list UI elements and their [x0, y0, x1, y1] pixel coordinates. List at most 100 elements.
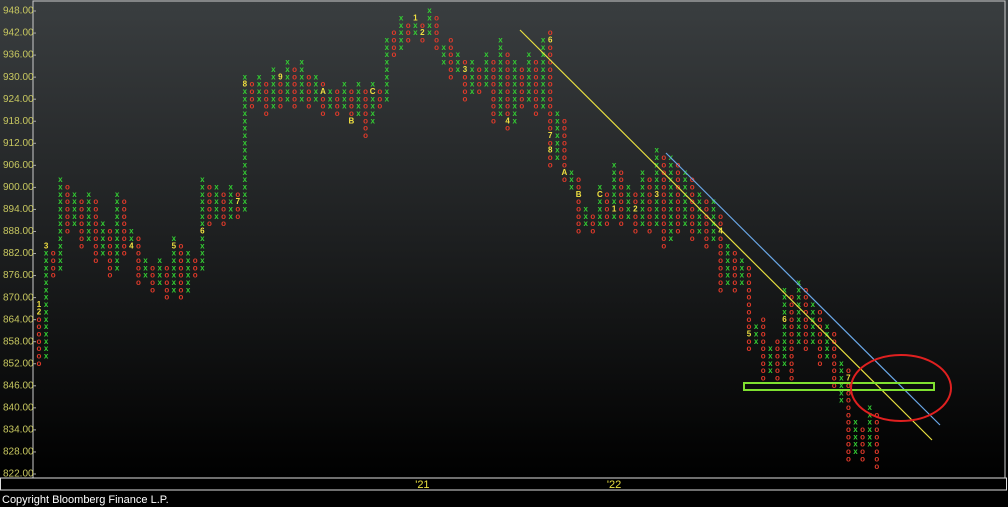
- box: x: [186, 271, 191, 280]
- box: x: [754, 337, 759, 346]
- box: o: [335, 102, 340, 111]
- box: o: [179, 241, 184, 250]
- box: o: [846, 403, 851, 412]
- box: x: [115, 227, 120, 236]
- box: x: [385, 87, 390, 96]
- box: x: [498, 94, 503, 103]
- box: o: [491, 116, 496, 125]
- box: o: [761, 344, 766, 353]
- y-tick-label: 900.00: [3, 182, 34, 193]
- box: x: [768, 366, 773, 375]
- box: x: [782, 337, 787, 346]
- y-tick-label: 852.00: [3, 358, 34, 369]
- box: o: [179, 285, 184, 294]
- box: o: [803, 315, 808, 324]
- box: x: [385, 43, 390, 52]
- box: x: [172, 256, 177, 265]
- box: o: [548, 80, 553, 89]
- box: o: [406, 36, 411, 45]
- column: xxx: [583, 205, 588, 229]
- box: o: [65, 212, 70, 221]
- box: x: [271, 102, 276, 111]
- box: o: [661, 168, 666, 177]
- box: x: [470, 58, 475, 67]
- month-mark: 8: [243, 80, 248, 89]
- box: x: [541, 80, 546, 89]
- box: x: [612, 212, 617, 221]
- box: x: [541, 94, 546, 103]
- box: x: [654, 197, 659, 206]
- box: x: [44, 256, 49, 265]
- box: x: [796, 307, 801, 316]
- box: o: [491, 72, 496, 81]
- box: o: [349, 94, 354, 103]
- box: x: [243, 109, 248, 118]
- highlight-circle: [850, 354, 952, 422]
- box: o: [576, 227, 581, 236]
- box: o: [477, 87, 482, 96]
- box: x: [654, 205, 659, 214]
- box: x: [669, 212, 674, 221]
- box: x: [853, 440, 858, 449]
- box: o: [122, 227, 127, 236]
- box: x: [214, 212, 219, 221]
- box: x: [101, 249, 106, 258]
- box: o: [392, 43, 397, 52]
- box: x: [555, 116, 560, 125]
- box: x: [58, 190, 63, 199]
- box: o: [789, 293, 794, 302]
- box: o: [619, 175, 624, 184]
- box: x: [58, 182, 63, 191]
- box: o: [363, 102, 368, 111]
- box: x: [44, 352, 49, 361]
- box: o: [789, 315, 794, 324]
- support-zone: [743, 382, 935, 391]
- box: o: [292, 94, 297, 103]
- box: o: [874, 432, 879, 441]
- box: x: [527, 58, 532, 67]
- box: x: [44, 293, 49, 302]
- y-tick-label: 942.00: [3, 28, 34, 39]
- box: x: [541, 65, 546, 74]
- box: o: [761, 329, 766, 338]
- box: x: [157, 263, 162, 272]
- box: o: [79, 227, 84, 236]
- box: o: [278, 94, 283, 103]
- box: x: [839, 388, 844, 397]
- box: x: [484, 72, 489, 81]
- month-mark: 5: [747, 329, 752, 338]
- box: o: [164, 278, 169, 287]
- box: x: [427, 21, 432, 30]
- box: x: [356, 109, 361, 118]
- box: o: [207, 219, 212, 228]
- box: o: [491, 58, 496, 67]
- box: x: [72, 212, 77, 221]
- box: o: [150, 271, 155, 280]
- box: o: [65, 182, 70, 191]
- box: x: [157, 271, 162, 280]
- box: o: [732, 256, 737, 265]
- column: oo: [420, 21, 425, 45]
- box: x: [214, 205, 219, 214]
- box: o: [789, 359, 794, 368]
- box: o: [761, 352, 766, 361]
- box: o: [548, 102, 553, 111]
- box: x: [811, 315, 816, 324]
- box: o: [874, 454, 879, 463]
- box: o: [661, 234, 666, 243]
- box: x: [385, 36, 390, 45]
- box: x: [115, 197, 120, 206]
- y-tick-label: 846.00: [3, 380, 34, 391]
- box: x: [683, 205, 688, 214]
